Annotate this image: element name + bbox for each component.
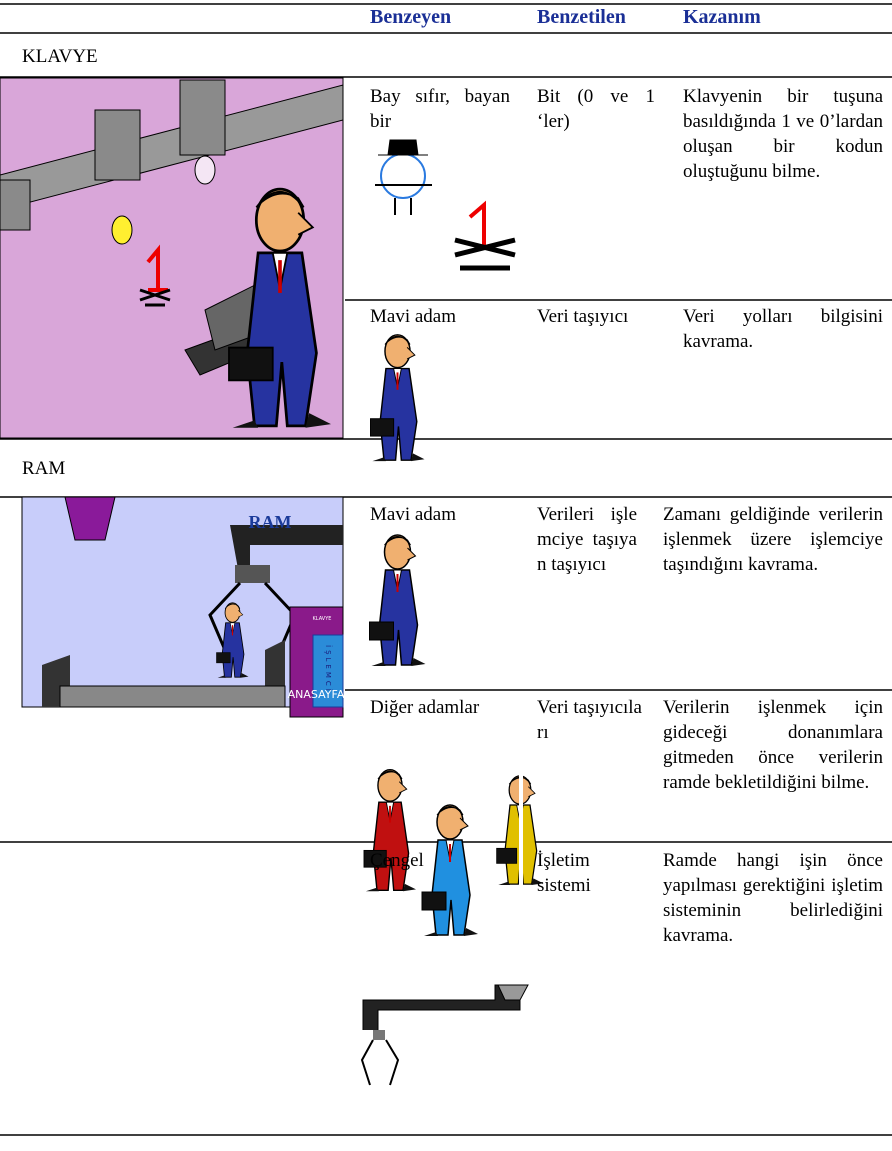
column-header: Benzeyen (370, 6, 452, 28)
section-title: RAM (22, 458, 66, 479)
kazanim-cell: Veri yolları bilgisini kavrama. (683, 306, 883, 352)
section-title: KLAVYE (22, 46, 98, 67)
benzeyen-cell: Bay sıfır, bayan bir (370, 86, 510, 132)
column-header: Kazanım (683, 6, 761, 28)
benzeyen-cell: Çengel (370, 850, 424, 871)
kazanim-cell: Zamanı geldiğinde verilerin işlenmek üze… (663, 504, 883, 575)
ram-illustration (21, 496, 344, 718)
column-header: Benzetilen (537, 6, 626, 28)
image-label: KLAVYE (313, 616, 332, 622)
benzetilen-cell: Bit (0 ve 1 ‘ler) (537, 86, 655, 132)
kazanim-cell: Ramde hangi işin önce yapılması gerektiğ… (663, 850, 883, 946)
kazanim-cell: Klavyenin bir tuşuna basıldığında 1 ve 0… (683, 86, 883, 182)
kazanim-cell: Verilerin işlenmek için gideceği donanım… (663, 697, 883, 793)
benzeyen-cell: Mavi adam (370, 504, 457, 525)
keyboard-illustration (0, 77, 344, 439)
benzetilen-cell: Veri taşıyıcıları (537, 697, 642, 743)
benzeyen-cell: Mavi adam (370, 306, 457, 327)
image-label: ANASAYFA (288, 688, 345, 701)
image-label: RAM (249, 512, 292, 532)
benzeyen-cell: Diğer adamlar (370, 697, 480, 718)
image-label: İŞLEMCİ (324, 645, 333, 694)
benzetilen-cell: Veri taşıyıcı (537, 306, 629, 327)
benzetilen-cell: İşletim sistemi (537, 850, 591, 896)
cell-illustrations (360, 139, 545, 1086)
benzetilen-cell: Verileri işlemciye taşıyan taşıyıcı (537, 504, 637, 575)
